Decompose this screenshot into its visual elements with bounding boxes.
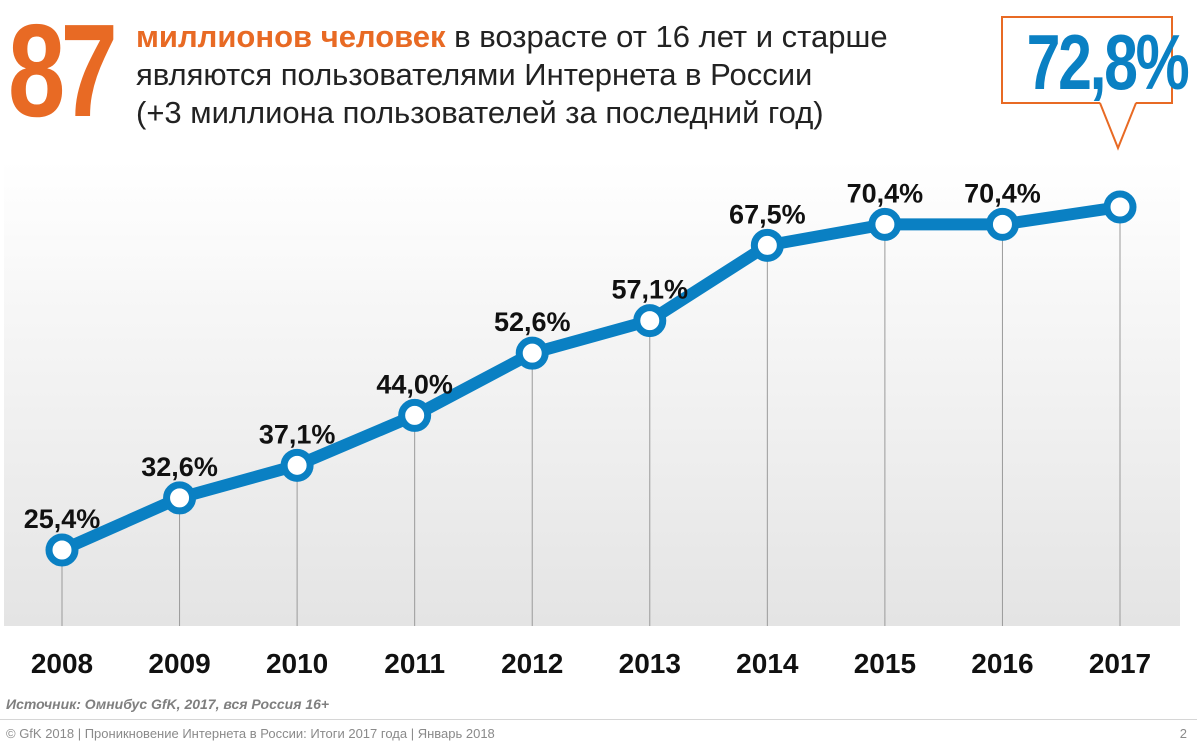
- data-point-2011: [398, 398, 432, 432]
- x-tick-2015: 2015: [854, 648, 916, 679]
- headline-accent: миллионов человек: [136, 19, 446, 54]
- callout-pointer: [1099, 102, 1137, 151]
- header: 87 миллионов человек в возрасте от 16 ле…: [0, 0, 1197, 151]
- series-line: [56, 201, 1126, 556]
- data-point-2014: [750, 228, 784, 262]
- data-point-2009: [163, 481, 197, 515]
- data-label-2014: 67,5%: [729, 199, 806, 229]
- x-tick-2016: 2016: [971, 648, 1033, 679]
- internet-penetration-chart: 25,4% 32,6% 37,1% 44,0% 52,6% 57,1% 67,5% 70,4%…: [4, 160, 1180, 679]
- data-point-2012: [515, 336, 549, 370]
- x-tick-2014: 2014: [736, 648, 799, 679]
- source-note: Источник: Омнибус GfK, 2017, вся Россия …: [6, 696, 330, 712]
- data-label-2012: 52,6%: [494, 307, 571, 337]
- headline-line-2: являются пользователями Интернета в Росс…: [136, 57, 813, 92]
- headline-big-number: 87: [8, 0, 118, 144]
- data-label-2008: 25,4%: [24, 504, 101, 534]
- page-number: 2: [1179, 726, 1187, 741]
- data-point-2017: [1103, 190, 1137, 224]
- x-tick-2011: 2011: [384, 648, 445, 679]
- x-tick-2008: 2008: [31, 648, 93, 679]
- x-tick-2010: 2010: [266, 648, 328, 679]
- data-label-2015: 70,4%: [847, 178, 924, 208]
- data-point-2010: [280, 448, 314, 482]
- x-tick-2012: 2012: [501, 648, 563, 679]
- footer-divider: [0, 719, 1197, 720]
- x-tick-2009: 2009: [148, 648, 210, 679]
- headline-line-3: (+3 миллиона пользователей за последний …: [136, 95, 824, 130]
- data-label-2016: 70,4%: [964, 178, 1041, 208]
- data-point-2013: [633, 304, 667, 338]
- data-label-2009: 32,6%: [141, 452, 218, 482]
- headline: миллионов человек в возрасте от 16 лет и…: [136, 18, 956, 132]
- footer-copyright: © GfK 2018 | Проникновение Интернета в Р…: [6, 726, 495, 741]
- data-label-2013: 57,1%: [611, 275, 688, 305]
- headline-rest: в возрасте от 16 лет и старше: [445, 19, 888, 54]
- callout-value: 72,8%: [1026, 18, 1190, 106]
- data-point-2016: [985, 207, 1019, 241]
- callout-box: 72,8%: [1001, 16, 1190, 106]
- x-tick-2017: 2017: [1089, 648, 1151, 679]
- data-label-2011: 44,0%: [376, 369, 453, 399]
- x-tick-2013: 2013: [619, 648, 681, 679]
- data-label-2010: 37,1%: [259, 419, 336, 449]
- data-point-2008: [45, 533, 79, 567]
- data-point-2015: [868, 207, 902, 241]
- chart-background: [4, 160, 1180, 626]
